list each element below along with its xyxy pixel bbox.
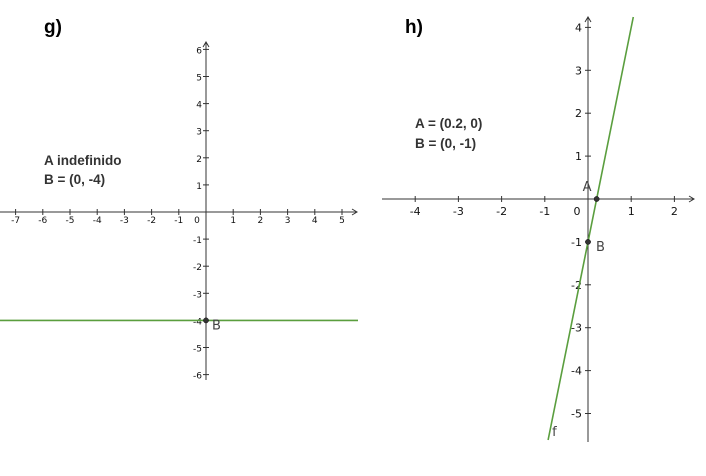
panel-g-label: g) — [44, 17, 62, 38]
g-y-tick-label: 5 — [196, 74, 202, 84]
g-y-tick-label: -6 — [193, 372, 202, 382]
h-x-tick-label: -3 — [453, 205, 464, 218]
g-point-label-b: B — [212, 318, 221, 333]
g-x-tick-label: -1 — [174, 216, 183, 226]
h-y-tick-label: 3 — [575, 64, 582, 77]
g-x-tick-label: -7 — [11, 216, 20, 226]
h-y-tick-label: -5 — [571, 408, 582, 421]
g-x-tick-label: 1 — [230, 216, 236, 226]
h-point-a — [594, 196, 599, 201]
h-y-tick-label: 2 — [575, 107, 582, 120]
g-x-tick-label: -3 — [120, 216, 129, 226]
g-y-tick-label: 1 — [196, 182, 202, 192]
g-x-tick-label: -6 — [38, 216, 47, 226]
panel-g-info-line-1: A indefinido — [44, 153, 122, 168]
g-x-tick-label: -4 — [93, 216, 102, 226]
h-x-tick-label: 0 — [574, 205, 581, 218]
panel-g: g) A indefinido B = (0, -4) -7 -6 -5 -4 -3 -2… — [0, 17, 358, 382]
panel-g-plot: -7 -6 -5 -4 -3 -2 -1 0 1 2 3 4 5 -6 -5 -4 -3 -2 -1 1 2 3 4 5 6 B — [0, 42, 358, 382]
h-y-tick-label: 1 — [575, 150, 582, 163]
h-x-tick-label: -4 — [410, 205, 421, 218]
panel-g-info-line-2: B = (0, -4) — [44, 172, 105, 187]
h-y-tick-label: 4 — [575, 21, 582, 34]
h-x-tick-label: 1 — [628, 205, 635, 218]
g-x-tick-label: 4 — [312, 216, 318, 226]
g-y-tick-label: -4 — [193, 317, 202, 327]
h-y-tick-label: -3 — [571, 322, 582, 335]
h-line-name-label: f — [552, 425, 557, 440]
g-x-tick-label: -5 — [66, 216, 75, 226]
g-y-tick-label: 6 — [196, 46, 202, 56]
g-y-tick-label: -5 — [193, 345, 202, 355]
g-x-tick-label: 0 — [194, 216, 200, 226]
h-y-tick-label: -4 — [571, 365, 582, 378]
h-line-f — [548, 17, 633, 440]
g-y-tick-label: -3 — [193, 290, 202, 300]
h-point-label-a: A — [583, 180, 592, 195]
h-x-tick-label: 2 — [671, 205, 678, 218]
g-y-tick-label: 3 — [196, 128, 202, 138]
h-y-tick-label: -1 — [571, 236, 582, 249]
g-x-tick-label: 2 — [258, 216, 264, 226]
panel-h-info-line-2: B = (0, -1) — [415, 136, 476, 151]
g-y-tick-label: -2 — [193, 263, 202, 273]
h-x-tick-label: -2 — [496, 205, 507, 218]
g-y-tick-label: -1 — [193, 236, 202, 246]
g-point-b — [203, 318, 208, 323]
panel-h-info-line-1: A = (0.2, 0) — [415, 116, 482, 131]
g-x-tick-label: -2 — [147, 216, 156, 226]
h-point-b — [585, 239, 590, 244]
h-x-tick-label: -1 — [539, 205, 550, 218]
g-y-tick-label: 2 — [196, 155, 202, 165]
panel-h: h) A = (0.2, 0) B = (0, -1) -4 -3 -2 -1 0 1 2 -… — [382, 17, 694, 442]
panel-h-label: h) — [405, 17, 423, 38]
g-x-tick-label: 3 — [285, 216, 291, 226]
g-x-tick-label: 5 — [339, 216, 345, 226]
g-y-tick-label: 4 — [196, 101, 202, 111]
h-point-label-b: B — [596, 240, 605, 255]
